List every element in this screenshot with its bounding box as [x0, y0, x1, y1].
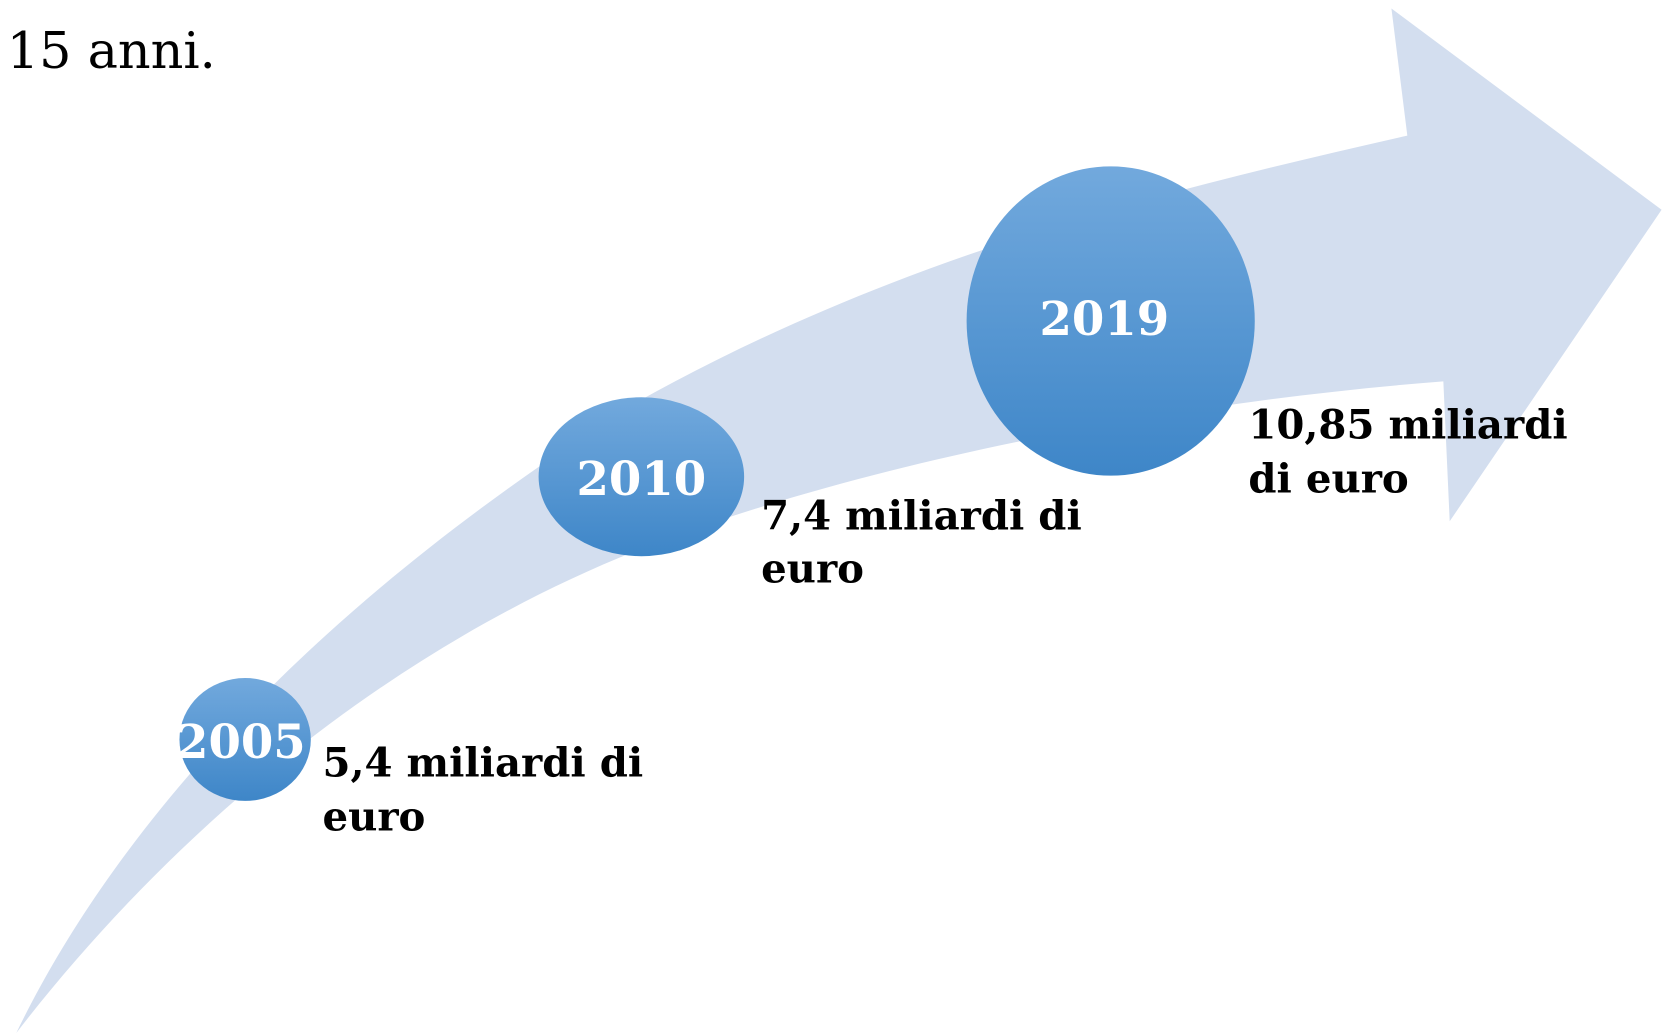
year-label: 2010 [576, 451, 706, 506]
year-label: 2019 [1039, 291, 1169, 346]
header-text: 15 anni. [7, 21, 216, 80]
amount-line: di euro [1248, 456, 1408, 503]
amount-line: euro [322, 794, 425, 841]
amount-line: 5,4 miliardi di [322, 740, 643, 787]
amount-line: 10,85 miliardi [1248, 402, 1567, 449]
growth-arrow [16, 8, 1662, 1033]
amount-line: euro [761, 546, 864, 593]
year-circle [179, 678, 311, 801]
amount-line: 7,4 miliardi di [761, 493, 1082, 540]
year-circle [966, 166, 1255, 476]
year-circle [538, 397, 745, 557]
year-label: 2005 [176, 714, 306, 769]
